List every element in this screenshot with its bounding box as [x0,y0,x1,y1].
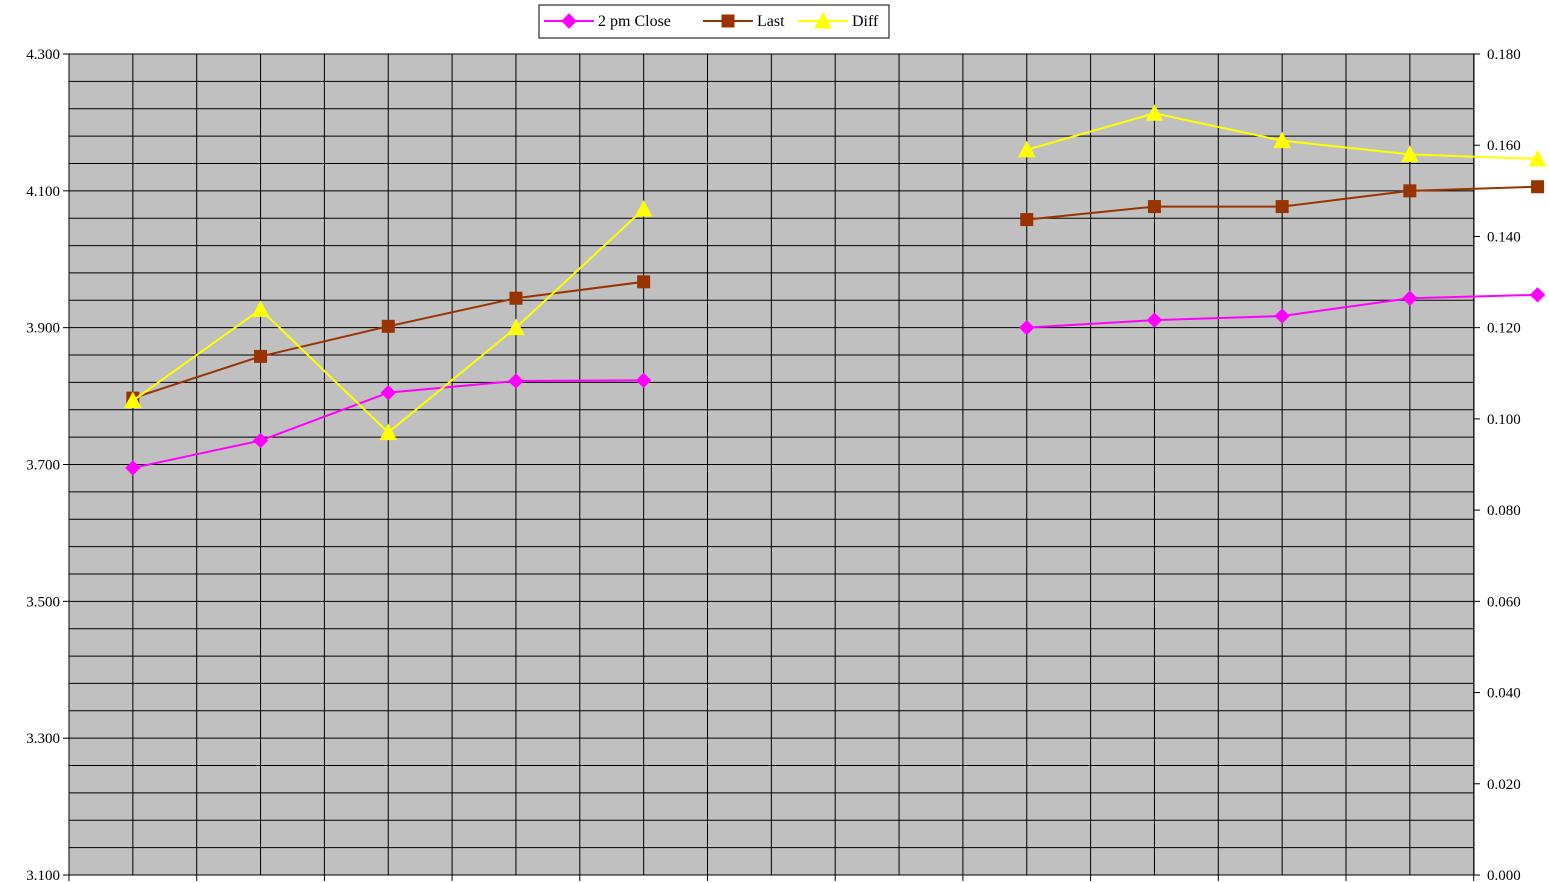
data-point [1275,200,1289,214]
legend-marker [561,13,577,29]
legend-items: 2 pm Close Last Diff [544,11,879,30]
data-point [1146,312,1163,328]
legend-item: Diff [798,11,879,30]
left-axis-tick-label: 4.100 [26,184,60,200]
data-point [1529,287,1546,303]
right-axis-tick-label: 0.100 [1487,412,1521,428]
data-point [1019,319,1035,336]
right-axis-tick-label: 0.040 [1487,686,1521,702]
data-point [124,391,142,409]
data-point [1531,180,1545,194]
data-point [380,384,396,401]
data-point [634,200,653,217]
data-point [1401,145,1419,162]
data-point [381,319,395,333]
right-axis-tick-label: 0.000 [1487,868,1521,883]
data-point [637,275,651,289]
data-point [251,300,270,317]
data-point [635,372,652,389]
data-point [507,318,525,336]
data-point [508,373,524,389]
right-axis-tick-label: 0.080 [1487,503,1521,519]
data-point [1528,149,1547,167]
left-axis-tick-label: 3.100 [26,868,60,883]
data-point [1145,104,1164,121]
data-point [125,460,141,476]
legend: 2 pm Close Last Diff [538,4,890,39]
data-point [1273,131,1291,149]
legend-label: Last [757,13,785,30]
left-axis-tick-label: 4.300 [26,47,60,63]
right-axis-tick-label: 0.060 [1487,594,1521,610]
gridlines [69,54,1475,875]
data-point [254,349,268,363]
legend-marker [814,11,832,29]
data-point [1017,140,1036,158]
left-axis-tick-label: 3.700 [26,458,60,474]
series-square [126,180,1545,405]
series-group [124,104,1547,476]
right-axis-tick-label: 0.180 [1487,47,1521,63]
legend-marker [721,14,735,28]
legend-label: 2 pm Close [598,13,671,30]
data-point [252,432,269,449]
left-axis-tick-label: 3.300 [26,731,60,747]
data-point [1402,290,1418,306]
legend-item: Last [703,13,785,30]
legend-item: 2 pm Close [544,13,671,30]
data-point [1403,184,1417,198]
right-axis-tick-label: 0.140 [1487,229,1521,245]
data-point [1147,200,1161,214]
right-axis-tick-label: 0.120 [1487,321,1521,337]
data-point [379,423,398,441]
right-axis-tick-label: 0.160 [1487,138,1521,154]
data-point [1274,308,1290,324]
right-axis-tick-label: 0.020 [1487,777,1521,793]
axes: 3.100 3.300 3.500 3.700 3.900 4.100 4.300 0.000… [26,47,1521,883]
series-diamond [125,287,1546,476]
data-point [509,291,523,305]
data-point [1020,213,1034,227]
legend-label: Diff [852,13,879,30]
left-axis-tick-label: 3.900 [26,321,60,337]
left-axis-tick-label: 3.500 [26,594,60,610]
series-triangle [124,104,1547,441]
